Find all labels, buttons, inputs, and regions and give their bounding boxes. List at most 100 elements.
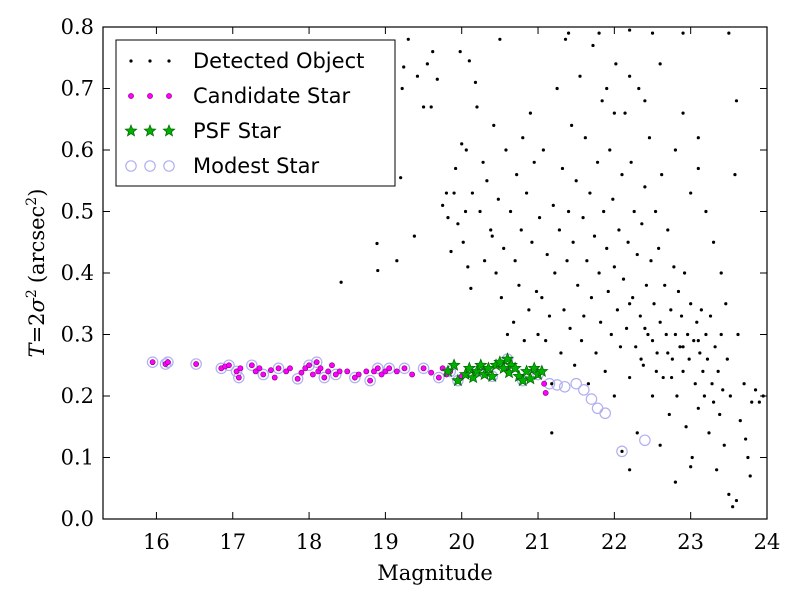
detected-object-point [687, 357, 691, 361]
candidate-star-point [313, 359, 320, 366]
detected-object-point [521, 136, 525, 140]
legend-marker-modest-star [144, 160, 156, 172]
detected-object-point [623, 111, 627, 115]
detected-object-point [429, 105, 433, 109]
detected-object-point [522, 339, 526, 343]
detected-object-point [689, 465, 693, 469]
legend-marker-candidate-star [128, 93, 134, 99]
candidate-star-point [325, 368, 332, 375]
detected-object-point [456, 222, 460, 226]
candidate-star-point [351, 374, 358, 381]
legend-marker-detected-object [129, 59, 133, 63]
detected-object-point [702, 394, 707, 398]
detected-object-point [461, 240, 465, 244]
detected-object-point [640, 222, 644, 226]
detected-object-point [649, 259, 653, 263]
psf-star-point [481, 361, 496, 374]
detected-object-point [620, 449, 624, 453]
x-tick-label: 20 [448, 530, 475, 554]
candidate-star-point [344, 368, 351, 375]
detected-object-point [544, 339, 548, 343]
detected-object-point [634, 345, 638, 349]
detected-object-point [499, 296, 503, 300]
detected-object-point [492, 123, 496, 127]
legend-label-candidate-star: Candidate Star [193, 84, 350, 108]
detected-object-point [698, 351, 702, 355]
candidate-star-point [428, 369, 435, 376]
modest-star-point [639, 434, 651, 447]
detected-object-point [681, 345, 685, 349]
detected-object-point [557, 228, 562, 232]
detected-object-point [705, 357, 710, 361]
detected-object-point [467, 59, 471, 63]
detected-object-point [588, 191, 592, 195]
psf-star-point [519, 364, 534, 378]
detected-object-point [744, 437, 748, 441]
psf-star-point [466, 370, 480, 384]
x-tick-label: 19 [372, 530, 399, 554]
detected-object-point [643, 326, 647, 330]
y-tick-label: 0.5 [61, 200, 94, 224]
psf-star-point [447, 358, 461, 371]
detected-object-point [632, 209, 636, 214]
candidate-star-point [302, 365, 309, 372]
detected-object-point [489, 228, 493, 232]
modest-star-point [310, 356, 323, 368]
psf-star-point [485, 369, 499, 382]
candidate-star-point [317, 365, 324, 372]
detected-object-point [681, 369, 685, 373]
detected-object-point [704, 209, 708, 214]
y-tick-label: 0.3 [61, 323, 94, 347]
psf-star-point [477, 367, 492, 381]
detected-object-point [711, 400, 716, 404]
detected-object-point [606, 289, 610, 294]
detected-object-point [559, 351, 563, 355]
detected-object-point [748, 474, 752, 478]
detected-object-point [670, 357, 674, 361]
candidate-star-point [256, 365, 263, 372]
candidate-star-point [298, 369, 305, 376]
detected-object-point [664, 332, 668, 337]
legend-marker-detected-object [148, 59, 152, 63]
y-tick-label: 0.0 [61, 507, 94, 531]
candidate-star-point [332, 371, 339, 378]
candidate-star-point [382, 368, 389, 375]
candidate-star-point [233, 368, 240, 375]
detected-object-point [614, 62, 618, 66]
psf-star-point [441, 364, 455, 378]
detected-object-point [650, 394, 655, 398]
x-tick-label: 17 [219, 530, 246, 554]
detected-object-point [669, 375, 674, 380]
detected-object-point [669, 308, 673, 312]
detected-object-point [545, 252, 549, 257]
detected-object-point [666, 228, 670, 232]
candidate-star-point [329, 362, 335, 369]
detected-object-point [441, 203, 445, 207]
psf-star-point [474, 358, 488, 371]
modest-star-point [383, 362, 396, 375]
detected-object-point [517, 283, 521, 287]
detected-object-point [594, 351, 598, 355]
detected-object-point [536, 332, 540, 337]
detected-object-point [658, 62, 662, 66]
detected-object-point [532, 160, 536, 164]
detected-object-point [540, 296, 544, 300]
detected-object-point [724, 302, 728, 306]
detected-object-point [639, 357, 643, 361]
candidate-star-point [287, 365, 293, 372]
detected-object-point [696, 136, 700, 140]
detected-object-point [505, 332, 510, 337]
legend-label-modest-star: Modest Star [193, 154, 319, 178]
detected-object-point [689, 302, 693, 306]
detected-object-point [595, 160, 600, 164]
detected-object-point [583, 136, 587, 140]
detected-object-point [460, 142, 464, 146]
modest-star-point [558, 380, 571, 393]
detected-object-point [641, 363, 645, 367]
detected-object-point [528, 111, 533, 115]
candidate-star-point [309, 371, 316, 378]
detected-object-point [574, 179, 578, 183]
detected-object-point [728, 394, 732, 398]
detected-object-point [591, 43, 595, 48]
candidate-star-point [371, 368, 377, 375]
